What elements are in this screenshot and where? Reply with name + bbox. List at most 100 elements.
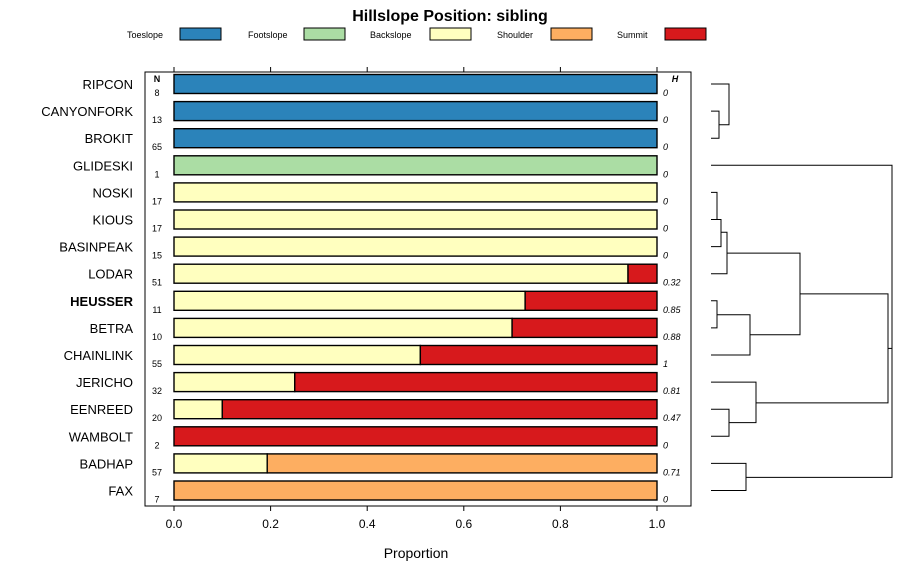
n-value-brokit: 65 (152, 142, 162, 152)
h-value-jericho: 0.81 (663, 386, 681, 396)
n-value-fax: 7 (154, 495, 159, 505)
row-label-wambolt: WAMBOLT (69, 429, 133, 444)
row-label-badhap: BADHAP (80, 456, 133, 471)
bar-segment-betra-summit (511, 317, 658, 339)
bar-segment-chainlink-backslope (173, 344, 422, 366)
bar-segment-kious-backslope (173, 209, 658, 230)
dendrogram-branch (711, 231, 728, 275)
dendrogram-branch (711, 83, 730, 126)
n-value-canyonfork: 13 (152, 115, 162, 125)
row-label-brokit: BROKIT (85, 131, 133, 146)
row-label-betra: BETRA (90, 321, 134, 336)
bar-segment-eenreed-summit (221, 399, 658, 420)
dendrogram-branch (711, 381, 757, 424)
row-label-kious: KIOUS (93, 213, 134, 228)
bar-segment-glideski-footslope (173, 155, 658, 176)
bar-segment-wambolt-summit (173, 426, 658, 447)
dendrogram (711, 83, 893, 491)
dendrogram-branch (711, 219, 722, 248)
legend-swatch-backslope (429, 27, 472, 41)
n-header: N (154, 74, 161, 84)
bar-segment-eenreed-backslope (173, 399, 223, 420)
h-value-wambolt: 0 (663, 440, 668, 450)
n-value-badhap: 57 (152, 467, 162, 477)
bar-segment-brokit-toeslope (173, 127, 658, 149)
n-value-heusser: 11 (152, 305, 161, 315)
legend-label-shoulder: Shoulder (497, 30, 533, 40)
x-tick-label: 0.2 (262, 517, 279, 531)
n-value-basinpeak: 15 (152, 251, 162, 261)
h-value-fax: 0 (663, 495, 668, 505)
n-value-noski: 17 (152, 196, 162, 206)
legend-label-backslope: Backslope (370, 30, 412, 40)
h-value-glideski: 0 (663, 169, 668, 179)
bar-segment-basinpeak-backslope (173, 236, 658, 257)
row-label-heusser: HEUSSER (70, 294, 133, 309)
n-value-jericho: 32 (152, 386, 162, 396)
x-tick-label: 1.0 (649, 517, 666, 531)
h-value-eenreed: 0.47 (663, 413, 682, 423)
bar-segment-ripcon-toeslope (173, 73, 658, 95)
row-label-glideski: GLIDESKI (73, 158, 133, 173)
bar-segment-heusser-summit (524, 290, 658, 311)
n-value-lodar: 51 (152, 278, 162, 288)
bar-segment-heusser-backslope (173, 290, 526, 311)
h-value-heusser: 0.85 (663, 305, 682, 315)
bar-segment-fax-shoulder (173, 480, 658, 501)
h-value-badhap: 0.71 (663, 467, 681, 477)
row-label-lodar: LODAR (88, 267, 133, 282)
x-tick-label: 0.0 (166, 517, 183, 531)
h-value-betra: 0.88 (663, 332, 681, 342)
h-value-kious: 0 (663, 224, 668, 234)
x-tick-label: 0.8 (552, 517, 569, 531)
row-label-noski: NOSKI (93, 185, 133, 200)
legend: Toeslope Footslope Backslope Shoulder Summit (127, 27, 707, 41)
x-tick-label: 0.4 (359, 517, 376, 531)
chart-title: Hillslope Position: sibling (352, 8, 548, 25)
bar-segment-lodar-backslope (173, 263, 629, 284)
row-label-chainlink: CHAINLINK (64, 348, 134, 363)
h-value-basinpeak: 0 (663, 251, 668, 261)
bar-rows: RIPCON 8 0 CANYONFORK 13 0 BROKIT 65 0 GLIDESKI 1 0… (41, 73, 682, 505)
legend-label-toeslope: Toeslope (127, 30, 163, 40)
dendrogram-branch (711, 300, 718, 329)
h-value-lodar: 0.32 (663, 278, 681, 288)
dendrogram-branch (756, 293, 889, 404)
row-label-eenreed: EENREED (70, 402, 133, 417)
legend-label-footslope: Footslope (248, 30, 288, 40)
h-value-brokit: 0 (663, 142, 668, 152)
bar-segment-betra-backslope (173, 317, 513, 339)
row-label-ripcon: RIPCON (82, 77, 133, 92)
legend-swatch-summit (664, 27, 707, 41)
legend-label-summit: Summit (617, 30, 648, 40)
plot-frame (144, 71, 692, 507)
h-value-ripcon: 0 (663, 88, 668, 98)
bar-segment-badhap-shoulder (266, 453, 658, 474)
bar-segment-lodar-summit (627, 263, 658, 284)
h-value-noski: 0 (663, 196, 668, 206)
bar-segment-badhap-backslope (173, 453, 268, 474)
n-value-ripcon: 8 (154, 88, 159, 98)
dendrogram-branch (711, 408, 730, 437)
legend-swatch-footslope (303, 27, 346, 41)
dendrogram-branch (711, 462, 747, 491)
dendrogram-branch (727, 252, 801, 336)
n-value-chainlink: 55 (152, 359, 162, 369)
x-tick-label: 0.6 (455, 517, 472, 531)
dendrogram-branch (711, 191, 718, 220)
legend-swatch-shoulder (550, 27, 593, 41)
bar-segment-chainlink-summit (419, 344, 658, 366)
dendrogram-branch (711, 164, 893, 478)
bar-segment-noski-backslope (173, 182, 658, 203)
row-label-jericho: JERICHO (76, 375, 133, 390)
h-header: H (672, 74, 679, 84)
bar-segment-canyonfork-toeslope (173, 100, 658, 122)
row-label-basinpeak: BASINPEAK (59, 240, 133, 255)
row-label-canyonfork: CANYONFORK (41, 104, 133, 119)
n-value-eenreed: 20 (152, 413, 162, 423)
x-axis: 0.0 0.2 0.4 0.6 0.8 1.0 (166, 67, 666, 531)
legend-swatch-toeslope (179, 27, 222, 41)
n-value-betra: 10 (152, 332, 162, 342)
x-axis-label: Proportion (384, 545, 449, 561)
